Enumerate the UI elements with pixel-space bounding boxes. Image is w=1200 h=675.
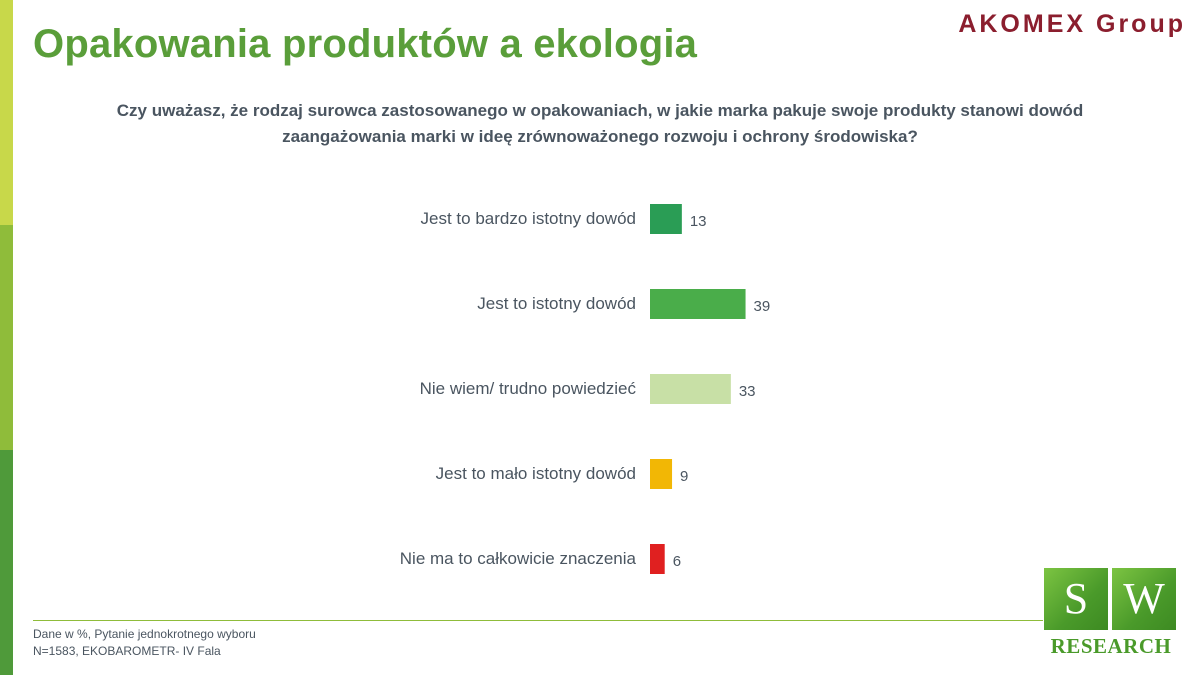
bar: [650, 374, 731, 404]
side-stripe-bottom: [0, 450, 13, 675]
sw-research-logo: S W RESEARCH: [1044, 568, 1178, 660]
data-label: 39: [754, 298, 771, 315]
data-label: 33: [739, 383, 756, 400]
question-line-1: Czy uważasz, że rodzaj surowca zastosowa…: [116, 101, 1084, 120]
page-title: Opakowania produktów a ekologia: [33, 22, 698, 66]
category-label: Nie wiem/ trudno powiedzieć: [420, 379, 637, 398]
side-stripe-top: [0, 0, 13, 225]
side-stripe-middle: [0, 225, 13, 450]
footnote-line-2: N=1583, EKOBAROMETR- IV Fala: [33, 644, 221, 658]
category-label: Jest to bardzo istotny dowód: [421, 209, 636, 228]
bar: [650, 204, 682, 234]
data-label: 9: [680, 468, 688, 485]
bar: [650, 459, 673, 489]
data-label: 13: [690, 213, 707, 230]
footnote: Dane w %, Pytanie jednokrotnego wyboru N…: [33, 626, 256, 660]
logo-tile-w: W: [1112, 568, 1176, 630]
footer-divider: [33, 620, 1043, 621]
category-label: Nie ma to całkowicie znaczenia: [400, 549, 637, 568]
survey-question: Czy uważasz, że rodzaj surowca zastosowa…: [60, 98, 1140, 150]
data-label: 6: [673, 553, 681, 570]
brand-name: AKOMEX Group: [958, 10, 1186, 38]
logo-text: RESEARCH: [1050, 634, 1172, 658]
question-line-2: zaangażowania marki w ideę zrównoważoneg…: [282, 127, 918, 146]
footnote-line-1: Dane w %, Pytanie jednokrotnego wyboru: [33, 627, 256, 641]
bar: [650, 544, 665, 574]
category-label: Jest to istotny dowód: [477, 294, 636, 313]
bar: [650, 289, 746, 319]
logo-tile-s: S: [1044, 568, 1108, 630]
category-label: Jest to mało istotny dowód: [436, 464, 636, 483]
